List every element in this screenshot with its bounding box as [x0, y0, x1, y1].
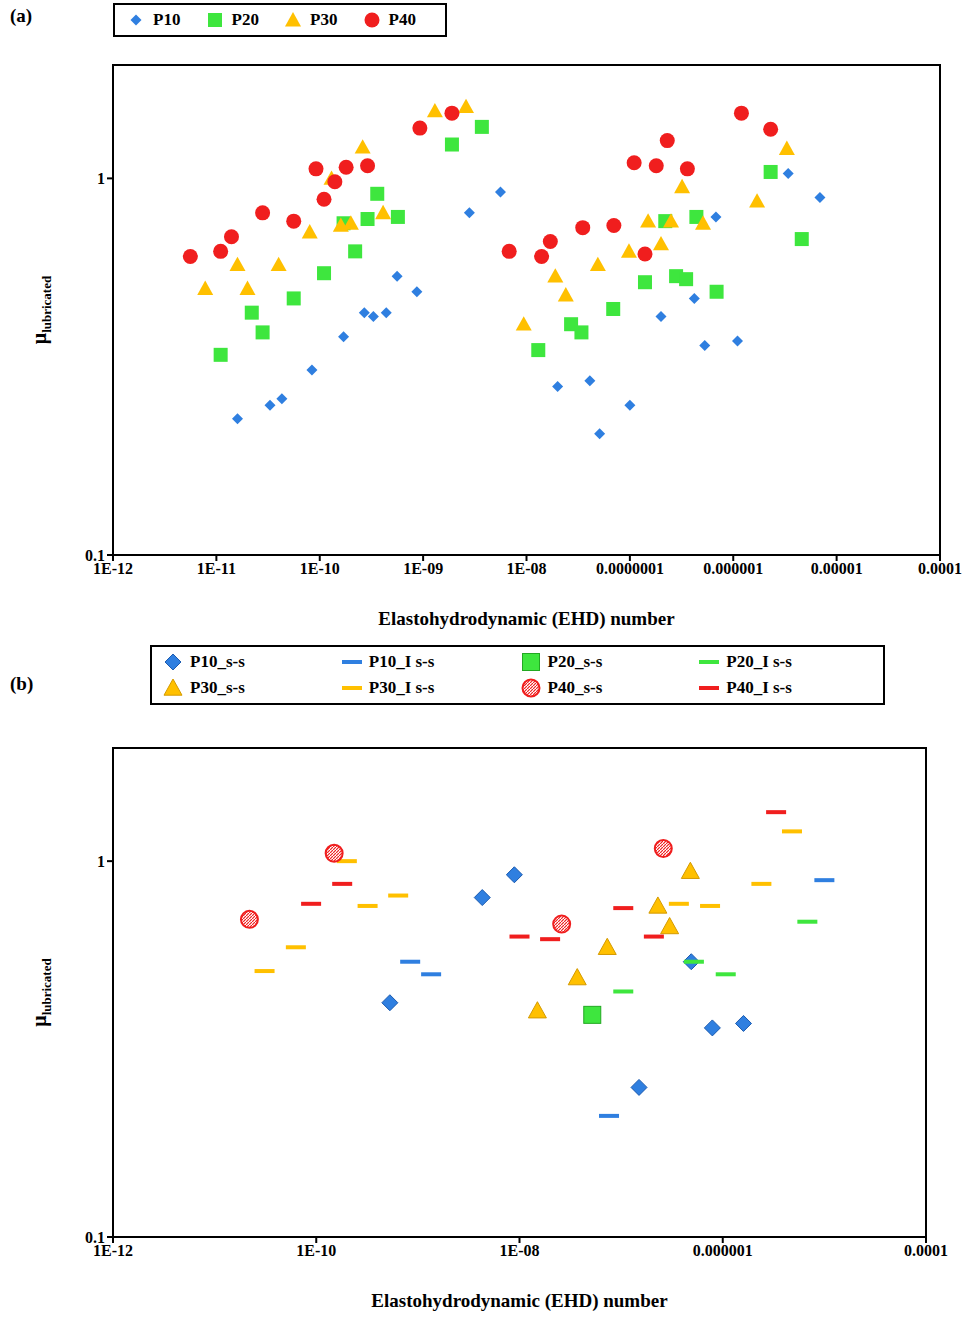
html-text:P10_I s-s: P10_I s-s	[368, 652, 435, 671]
svg-text:0.0000001: 0.0000001	[596, 560, 664, 577]
svg-text:0.1: 0.1	[85, 1229, 105, 1246]
svg-text:1: 1	[97, 853, 105, 870]
svg-text:1E-11: 1E-11	[197, 560, 236, 577]
svg-text:1: 1	[97, 170, 105, 187]
svg-text:1E-10: 1E-10	[300, 560, 340, 577]
svg-text:0.1: 0.1	[85, 547, 105, 564]
svg-text:0.0001: 0.0001	[918, 560, 962, 577]
html-text:P10: P10	[153, 10, 181, 29]
svg-text:1E-08: 1E-08	[500, 1242, 540, 1259]
svg-text:μlubricated: μlubricated	[28, 275, 54, 344]
html-text:P30_s-s: P30_s-s	[190, 678, 245, 697]
svg-text:(b): (b)	[10, 673, 33, 695]
html-text:P10_s-s: P10_s-s	[190, 652, 245, 671]
svg-text:Elastohydrodynamic (EHD) numbe: Elastohydrodynamic (EHD) number	[371, 1290, 668, 1312]
svg-text:μlubricated: μlubricated	[28, 958, 54, 1027]
svg-text:1E-12: 1E-12	[93, 560, 133, 578]
html-text:P20_s-s: P20_s-s	[547, 652, 603, 671]
svg-text:1E-08: 1E-08	[507, 560, 547, 577]
html-text:P20_I s-s: P20_I s-s	[726, 652, 792, 671]
svg-text:0.000001: 0.000001	[703, 560, 763, 577]
svg-text:0.00001: 0.00001	[811, 560, 863, 577]
svg-text:1E-10: 1E-10	[296, 1242, 336, 1259]
svg-text:1E-09: 1E-09	[403, 560, 443, 577]
html-text:P30_I s-s: P30_I s-s	[368, 678, 435, 697]
html-text:P20: P20	[231, 10, 259, 29]
html-text:P40: P40	[388, 10, 416, 29]
html-text:P40_s-s: P40_s-s	[547, 678, 603, 697]
html-text:P40_I s-s: P40_I s-s	[726, 678, 792, 697]
svg-text:(a): (a)	[10, 5, 32, 27]
svg-text:1E-12: 1E-12	[93, 1242, 133, 1260]
html-text:P30: P30	[310, 10, 338, 29]
svg-text:Elastohydrodynamic (EHD) numbe: Elastohydrodynamic (EHD) number	[378, 608, 675, 630]
svg-text:0.0001: 0.0001	[904, 1242, 948, 1259]
svg-text:0.000001: 0.000001	[693, 1242, 753, 1259]
